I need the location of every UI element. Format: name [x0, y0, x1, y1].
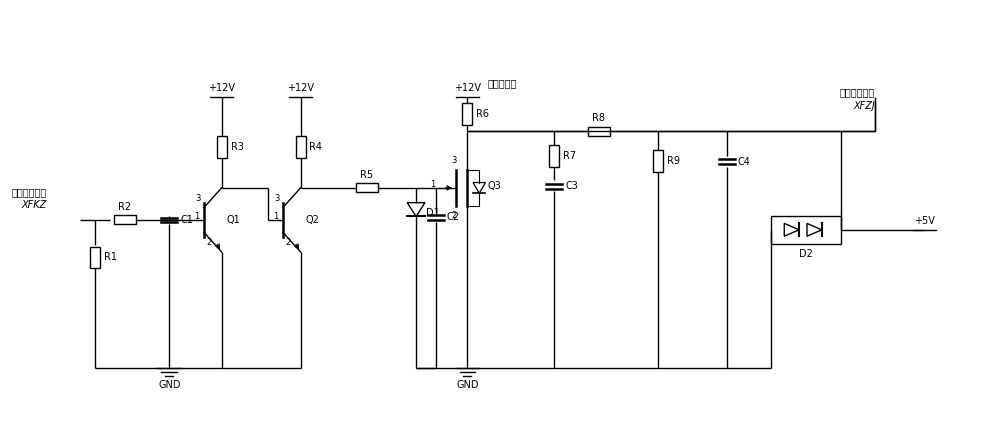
Text: 泄放反馈信号: 泄放反馈信号: [840, 88, 875, 98]
Text: C4: C4: [738, 157, 751, 167]
Bar: [114, 215, 136, 224]
Text: XFZJ: XFZJ: [853, 101, 875, 111]
Text: XFKZ: XFKZ: [21, 200, 47, 210]
Text: 3: 3: [451, 156, 456, 165]
Text: 2: 2: [286, 238, 291, 247]
Text: Q3: Q3: [487, 181, 501, 191]
Text: 3: 3: [196, 194, 201, 203]
Bar: [462, 103, 472, 125]
Text: R1: R1: [104, 252, 117, 262]
Text: 3: 3: [275, 194, 280, 203]
Text: R4: R4: [309, 142, 322, 152]
Text: GND: GND: [158, 380, 181, 390]
Text: 2: 2: [207, 238, 212, 247]
Text: D2: D2: [799, 249, 813, 258]
Text: +5V: +5V: [914, 216, 935, 226]
Text: C2: C2: [447, 212, 460, 222]
Text: R9: R9: [667, 156, 680, 166]
Bar: [771, 216, 841, 244]
Bar: [588, 127, 610, 135]
Text: R5: R5: [360, 170, 373, 180]
Text: 2: 2: [451, 211, 456, 220]
Bar: [549, 145, 559, 167]
Text: +12V: +12V: [208, 83, 235, 92]
Text: 1: 1: [273, 212, 278, 221]
Bar: [653, 150, 663, 172]
Bar: [356, 184, 378, 192]
Text: R6: R6: [476, 109, 489, 119]
Bar: [90, 246, 100, 268]
Text: C3: C3: [565, 181, 578, 191]
Text: R8: R8: [592, 113, 605, 123]
Text: +12V: +12V: [287, 83, 314, 92]
Text: 添加散热片: 添加散热片: [487, 79, 517, 89]
Text: 1: 1: [194, 212, 199, 221]
Text: Q2: Q2: [306, 215, 319, 225]
Text: D1: D1: [426, 208, 440, 218]
Text: R2: R2: [118, 202, 131, 212]
Text: 1: 1: [431, 181, 436, 189]
Text: GND: GND: [456, 380, 479, 390]
Text: C1: C1: [180, 215, 193, 225]
Text: Q1: Q1: [227, 215, 240, 225]
Bar: [217, 136, 227, 158]
Text: R7: R7: [563, 151, 576, 161]
Text: 泄放控制信号: 泄放控制信号: [11, 187, 47, 197]
Text: +12V: +12V: [454, 83, 481, 92]
Text: R3: R3: [231, 142, 244, 152]
Bar: [296, 136, 306, 158]
